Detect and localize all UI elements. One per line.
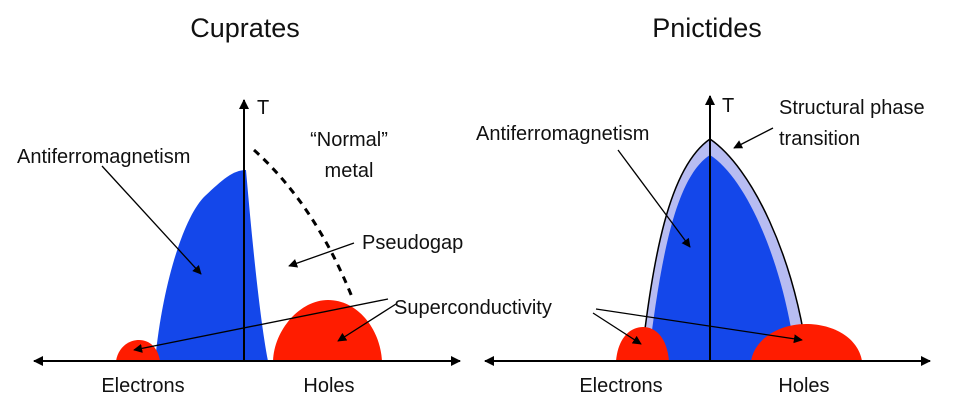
superconductivity-label: Superconductivity [394, 297, 552, 319]
pnictides-holes-label: Holes [778, 375, 829, 397]
pnictides-panel: Pnictides T Antiferromagnetism Structura… [476, 13, 931, 397]
cuprates-electrons-label: Electrons [101, 375, 184, 397]
pnictides-structural-arrow [733, 127, 774, 149]
cuprates-superconductivity-dome-electrons [116, 340, 160, 361]
cuprates-temperature-label: T [257, 97, 269, 119]
cuprates-pseudogap-line [252, 148, 354, 298]
pnictides-superconductivity-dome-electrons [616, 327, 669, 361]
pnictides-sc-arrow-holes [595, 308, 803, 344]
cuprates-panel: Cuprates T Antiferromagnetism “Normal” m… [17, 13, 552, 397]
cuprates-title: Cuprates [190, 13, 300, 43]
cuprates-pseudogap-label: Pseudogap [362, 232, 463, 254]
pnictides-temperature-label: T [722, 95, 734, 117]
cuprates-afm-arrow [101, 165, 202, 275]
cuprates-holes-label: Holes [303, 375, 354, 397]
pnictides-sc-arrow-electrons [592, 312, 642, 345]
cuprates-sc-arrow-electrons [133, 298, 389, 353]
cuprates-antiferromagnetism-label: Antiferromagnetism [17, 146, 190, 168]
cuprates-pseudogap-arrow [288, 242, 355, 268]
cuprates-antiferromagnetism-region-tip [246, 170, 268, 361]
pnictides-afm-arrow [617, 149, 691, 248]
pnictides-title: Pnictides [652, 13, 762, 43]
cuprates-normal-metal-label-line2: metal [325, 160, 374, 182]
pnictides-antiferromagnetism-label: Antiferromagnetism [476, 123, 649, 145]
cuprates-antiferromagnetism-region [155, 170, 246, 361]
pnictides-antiferromagnetism-region [648, 155, 796, 361]
pnictides-electrons-label: Electrons [579, 375, 662, 397]
cuprates-sc-arrow-holes [337, 303, 397, 342]
pnictides-structural-label-line1: Structural phase [779, 97, 925, 119]
cuprates-normal-metal-label-line1: “Normal” [310, 129, 388, 151]
pnictides-structural-label-line2: transition [779, 128, 860, 150]
pnictides-superconductivity-dome-holes [751, 324, 862, 361]
cuprates-superconductivity-dome-holes [273, 300, 382, 361]
